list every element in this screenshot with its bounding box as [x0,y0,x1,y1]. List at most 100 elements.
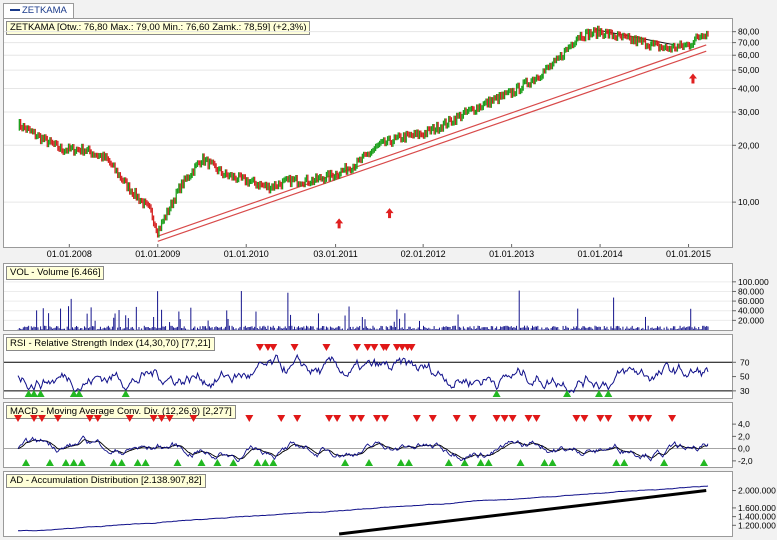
rsi-sell-marker [370,344,379,351]
rsi-buy-marker [594,390,603,397]
volume-panel: VOL - Volume [6.466] [3,263,733,331]
macd-buy-marker [444,459,453,466]
macd-buy-marker [61,459,70,466]
macd-sell-marker [373,415,381,422]
macd-buy-marker [460,459,469,466]
macd-buy-marker [133,459,142,466]
macd-sell-marker [428,415,437,422]
macd-sell-marker [189,415,198,422]
volume-y-tick-label: 100.000 [738,277,769,287]
macd-buy-marker [396,459,405,466]
x-tick-label: 01.01.2008 [47,249,92,259]
macd-buy-marker [173,459,182,466]
x-tick-label: 01.01.2015 [666,249,711,259]
macd-sell-marker [604,415,613,422]
macd-sell-marker [157,415,166,422]
macd-buy-marker [197,459,206,466]
symbol-tab[interactable]: ZETKAMA [3,3,74,18]
macd-buy-marker [117,459,126,466]
macd-buy-marker [548,459,557,466]
macd-buy-marker [229,459,238,466]
macd-buy-marker [620,459,629,466]
macd-sell-marker [149,415,158,422]
ad-y-tick-label: 1.600.000 [738,503,776,513]
rsi-sell-marker [398,344,407,351]
macd-buy-marker [365,459,373,466]
buy-arrow [385,208,394,219]
ad-y-tick-label: 1.400.000 [738,512,776,522]
macd-sell-marker [524,415,533,422]
macd-sell-marker [468,415,477,422]
rsi-sell-marker [407,344,416,351]
x-tick-label: 01.01.2014 [578,249,623,259]
macd-sell-marker [628,415,637,422]
ad-y-tick-label: 1.200.000 [738,520,776,530]
macd-buy-marker [660,459,669,466]
macd-buy-marker [484,459,493,466]
macd-buy-marker [141,459,150,466]
macd-sell-marker [357,415,365,422]
rsi-sell-marker [269,344,278,351]
macd-sell-marker [500,415,509,422]
rsi-y-tick-label: 50 [740,372,750,382]
macd-panel: MACD - Moving Average Conv. Div. (12,26,… [3,402,733,468]
trendline-lower [157,44,707,237]
macd-buy-marker [109,459,118,466]
macd-buy-marker [612,459,621,466]
macd-buy-marker [45,459,54,466]
rsi-sell-marker [255,344,264,351]
x-tick-label: 03.01.2011 [313,249,357,259]
x-axis-labels: 01.01.2008 01.01.2009 01.01.2010 03.01.2011… [47,244,711,259]
price-y-tick-label: 60,00 [738,50,760,60]
macd-line [17,435,709,462]
rsi-buy-marker [492,390,501,397]
macd-buy-marker [22,459,30,466]
rsi-buy-marker [121,390,130,397]
macd-sell-marker [333,415,342,422]
ad-y-tick-label: 2.000.000 [738,486,776,496]
ad-line [17,485,709,532]
macd-sell-marker [580,415,589,422]
macd-y-tick-label: 0,0 [738,444,750,454]
rsi-sell-marker [263,344,272,351]
macd-y-tick-label: 2,0 [738,431,750,441]
macd-sell-marker [37,415,46,422]
rsi-panel-title: RSI - Relative Strength Index (14,30,70)… [6,337,215,351]
price-y-tick-label: 50,00 [738,65,760,75]
rsi-line [17,353,709,394]
macd-y-tick-label: 4,0 [738,419,750,429]
macd-sell-marker [277,415,286,422]
macd-sell-marker [85,415,94,422]
macd-sell-marker [30,415,38,422]
x-tick-label: 01.01.2010 [224,249,269,259]
rsi-buy-marker [75,390,84,397]
rsi-y-tick-label: 70 [740,357,750,367]
trendline-upper [157,50,707,242]
macd-buy-marker [700,459,708,466]
rsi-series: 70 50 30 [4,344,750,397]
x-tick-label: 01.01.2009 [135,249,180,259]
ad-trendline [338,489,707,536]
macd-sell-marker [508,415,517,422]
price-y-tick-label: 70,00 [738,38,760,48]
macd-sell-marker [492,415,501,422]
rsi-buy-marker [29,390,38,397]
macd-sell-marker [165,415,174,422]
macd-sell-marker [412,415,421,422]
price-y-tick-label: 30,00 [738,107,760,117]
ad-panel: AD - Accumulation Distribution [2.138.90… [3,471,733,537]
macd-panel-title: MACD - Moving Average Conv. Div. (12,26,… [6,405,236,419]
macd-buy-marker [77,459,86,466]
macd-sell-marker [349,415,357,422]
macd-sell-marker [596,415,605,422]
macd-buy-marker [269,459,278,466]
volume-panel-title: VOL - Volume [6.466] [6,266,105,280]
macd-y-tick-label: -2,0 [738,456,753,466]
macd-sell-marker [668,415,677,422]
x-tick-label: 02.01.2012 [401,249,446,259]
buy-arrow [688,73,697,84]
macd-sell-marker [572,415,581,422]
rsi-buy-marker [604,390,613,397]
